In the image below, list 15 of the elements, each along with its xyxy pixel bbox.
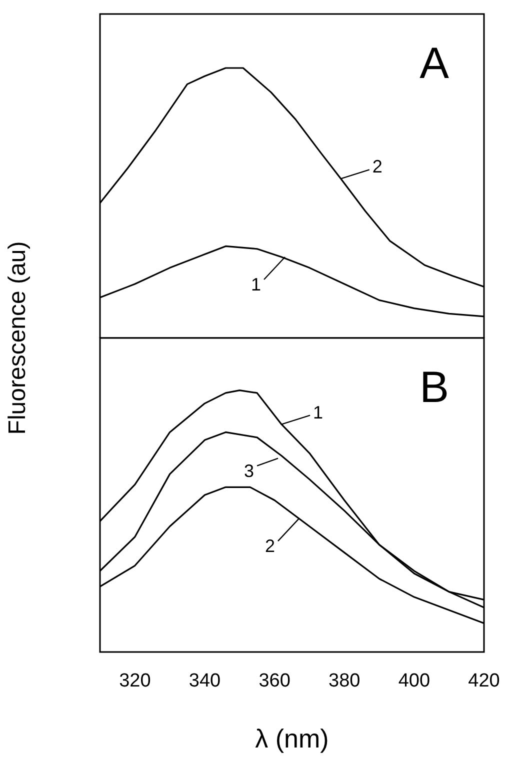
y-axis-title: Fluorescence (au)	[4, 241, 32, 435]
annotation: 2	[264, 536, 275, 556]
x-tick-label: 320	[119, 670, 151, 692]
chart-title: A	[420, 39, 450, 88]
annotation: 2	[372, 156, 382, 177]
x-tick-label: 420	[468, 670, 500, 692]
annotation: 3	[244, 460, 254, 481]
annotation: 1	[251, 274, 262, 294]
x-tick-label: 340	[188, 670, 221, 692]
x-tick-label: 360	[258, 670, 290, 692]
x-tick-label: 380	[328, 670, 360, 692]
x-tick-label: 400	[398, 670, 430, 692]
chart-title: B	[420, 363, 449, 412]
annotation: 1	[313, 402, 324, 422]
x-axis-title: λ (nm)	[255, 724, 329, 754]
